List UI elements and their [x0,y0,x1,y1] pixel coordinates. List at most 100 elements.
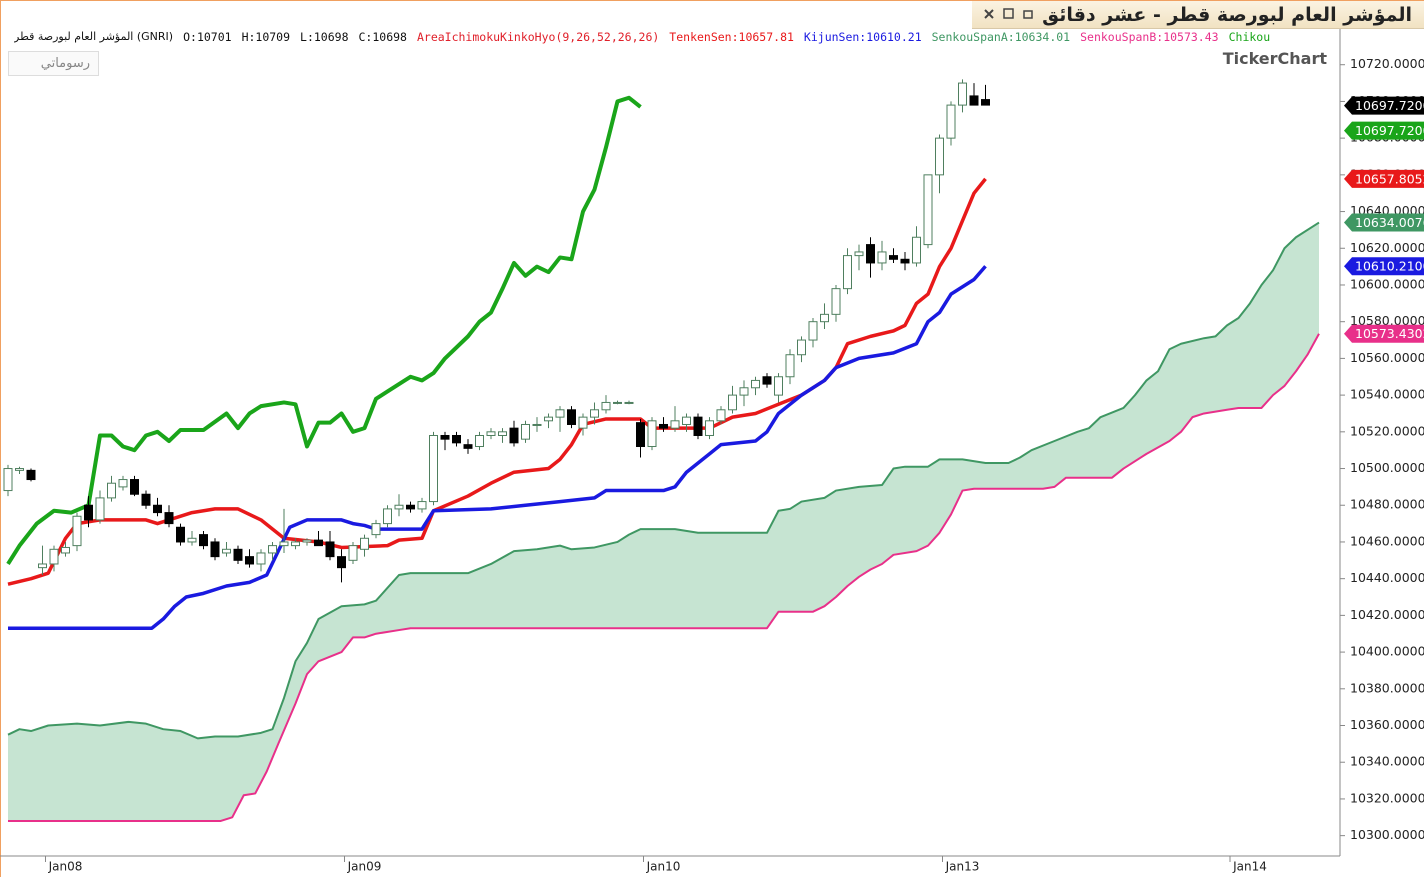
candle-body [440,434,450,440]
y-tick-label: 10360.0000 [1350,717,1424,732]
candle-body [521,423,530,440]
candle-body [61,546,70,554]
indicator-line [6,95,642,566]
ohlc-text: L:10698 [300,30,349,44]
candle-body [38,563,47,569]
y-tick-label: 10480.0000 [1350,497,1424,512]
window-buttons[interactable] [980,1,1050,28]
x-tick-label: Jan08 [48,860,83,874]
price-label-text: 10610.2100 [1355,259,1424,274]
candle-body [3,468,13,492]
candle-body [26,469,36,481]
ohlc-text: O:10701 [183,30,232,44]
x-tick-label: Jan14 [1232,860,1267,874]
candle-body [555,409,565,418]
candle-body [693,416,703,436]
indicator-value: TenkenSen:10657.81 [669,30,794,44]
candle-body [544,416,553,422]
candle-body [866,244,875,264]
price-label-text: 10634.0076 [1355,215,1424,230]
candle-body [912,236,921,264]
candle-body [624,401,634,404]
candle-body [774,376,783,396]
candle-body [728,394,737,411]
candle-body [613,401,622,404]
candle-body [394,504,404,510]
price-label-text: 10697.7200 [1355,98,1424,113]
candle-body [475,434,484,448]
price-label-box [1344,169,1424,188]
candle-body [969,95,979,106]
candle-body [889,255,898,260]
y-tick-label: 10720.0000 [1350,56,1424,71]
candle-body [84,504,93,521]
candle-body [210,541,220,558]
candle-body [808,321,818,341]
y-tick-label: 10620.0000 [1350,240,1424,255]
candle-body [636,422,645,448]
candle-body [256,552,266,565]
candle-body [118,479,128,488]
candle-body [532,423,542,426]
indicator-value: Chikou [1228,30,1271,44]
candle-body [268,545,277,554]
candle-body [590,409,599,418]
drawings-button[interactable]: رسوماتي [8,51,99,76]
candle-body [923,174,933,246]
candle-body [877,251,887,264]
ohlc-text: C:10698 [358,30,407,44]
title-bar: المؤشر العام لبورصة قطر - عشر دقائق [972,1,1424,29]
candle-body [946,104,956,139]
candle-body [153,504,162,514]
candle-body [49,548,59,565]
candle-body [486,431,496,436]
candle-body [659,423,668,429]
price-label-box [1344,257,1424,276]
candle-body [371,523,381,536]
indicator-name: AreaIchimokuKinkoHyo(9,26,52,26,26) [416,30,660,44]
candle-body [509,427,519,444]
y-tick-label: 10500.0000 [1350,460,1424,475]
candle-body [797,339,806,356]
price-label: 10657.8052 [1344,169,1424,188]
candle-body [245,556,254,565]
logo: TickerChart [1222,49,1327,68]
candle-body [981,99,990,106]
candle-body [325,541,335,558]
candle-body [647,420,657,448]
candle-body [705,420,714,436]
candle-body [935,137,944,176]
candle-body [187,537,197,543]
y-tick-label: 10340.0000 [1350,754,1424,769]
candle-body [314,539,323,547]
candle-body [670,420,680,429]
candle-body [279,541,289,547]
candle-body [567,409,576,425]
close-icon[interactable] [984,9,994,19]
price-label: 10697.7200 [1344,121,1424,140]
x-tick-label: Jan09 [347,860,382,874]
indicator-line [7,221,1320,740]
y-tick-label: 10380.0000 [1350,680,1424,695]
candle-body [958,82,967,106]
indicator-value: SenkouSpanA:10634.01 [931,30,1071,44]
candle-body [463,444,473,449]
price-label-box [1344,96,1424,115]
candle-body [429,434,438,503]
info-line: المؤشر العام لبورصة قطر (GNRI) O:10701 H:… [14,30,1286,46]
price-label-text: 10697.7200 [1355,123,1424,138]
price-label: 10610.2100 [1344,257,1424,276]
candle-body [417,501,427,510]
candle-body [107,482,116,499]
maximize-icon[interactable] [1003,8,1014,19]
window-title: المؤشر العام لبورصة قطر - عشر دقائق [1042,4,1412,26]
indicator-value: SenkouSpanB:10573.43 [1080,30,1219,44]
candle-body [820,313,829,323]
restore-icon[interactable] [1023,10,1033,19]
indicator-line [7,177,987,586]
indicator-line [8,333,1320,822]
candle-body [601,401,611,411]
candle-body [95,497,105,521]
candle-body [233,548,243,561]
